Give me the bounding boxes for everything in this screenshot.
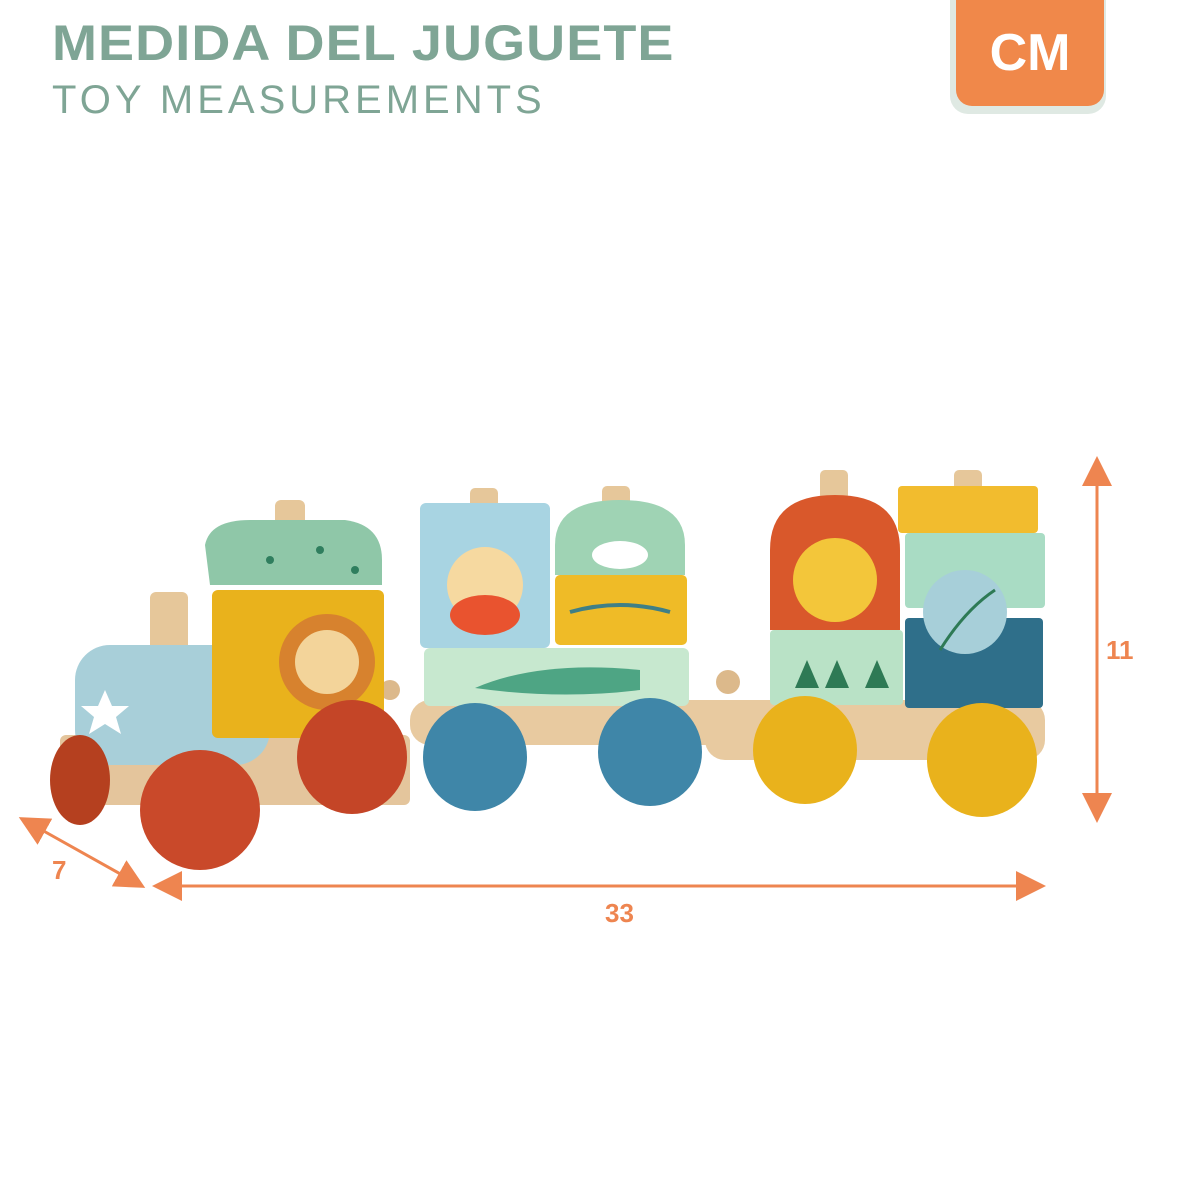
depth-arrow (18, 817, 146, 888)
locomotive (75, 500, 384, 765)
wheels (50, 696, 1037, 870)
middle-wagon (420, 486, 689, 706)
page-title: MEDIDA DEL JUGUETE (52, 15, 675, 71)
unit-badge: CM (956, 0, 1104, 106)
length-label: 33 (605, 898, 634, 928)
page-subtitle: TOY MEASUREMENTS (52, 78, 546, 122)
last-wagon (770, 470, 1045, 708)
star-icon (81, 690, 129, 734)
depth-label: 7 (52, 855, 67, 885)
height-label: 11 (1106, 635, 1134, 665)
